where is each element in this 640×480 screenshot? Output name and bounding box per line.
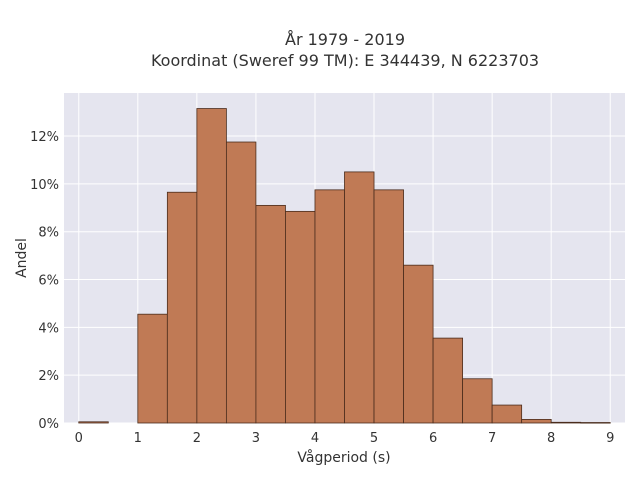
y-tick-label: 10% — [30, 178, 59, 193]
chart-title-line2: Koordinat (Sweref 99 TM): E 344439, N 62… — [151, 51, 539, 70]
y-axis-label: Andel — [14, 238, 30, 278]
histogram-bar — [137, 313, 168, 424]
x-tick-label: 8 — [547, 431, 555, 446]
chart-title-line1: År 1979 - 2019 — [285, 30, 405, 49]
x-tick-label: 1 — [134, 431, 142, 446]
y-tick-label: 4% — [38, 321, 59, 336]
histogram-bar — [462, 378, 493, 424]
x-tick-label: 0 — [75, 431, 83, 446]
x-tick-label: 9 — [606, 431, 614, 446]
histogram-bar — [491, 404, 523, 424]
y-tick-label: 2% — [38, 369, 59, 384]
bars-group — [78, 108, 611, 424]
histogram-bar — [255, 204, 286, 424]
y-tick-label: 12% — [30, 130, 59, 145]
x-tick-label: 2 — [193, 431, 201, 446]
histogram-bar — [78, 421, 109, 424]
histogram-bar — [285, 210, 316, 424]
histogram-bar — [550, 421, 582, 424]
histogram-bar — [314, 189, 345, 424]
y-tick-label: 8% — [38, 226, 59, 241]
x-tick-label: 3 — [252, 431, 260, 446]
histogram-bar — [521, 419, 552, 424]
y-tick-label: 6% — [38, 274, 59, 289]
x-axis-label: Vågperiod (s) — [297, 449, 390, 466]
y-tick-label: 0% — [38, 417, 59, 432]
histogram-bar — [196, 108, 227, 424]
histogram-bar — [580, 422, 611, 424]
histogram-bar — [225, 141, 257, 424]
histogram-bar — [344, 171, 375, 424]
histogram-bar — [432, 337, 464, 424]
x-tick-label: 4 — [311, 431, 319, 446]
histogram-bar — [166, 191, 198, 424]
x-tick-label: 6 — [429, 431, 437, 446]
y-axis-ticks: 0% 2% 4% 6% 8% 10% 12% — [30, 130, 59, 432]
histogram-bar — [373, 189, 404, 424]
histogram-bar — [403, 264, 434, 424]
x-axis-ticks: 0 1 2 3 4 5 6 7 8 9 — [75, 431, 615, 446]
x-tick-label: 7 — [488, 431, 496, 446]
x-tick-label: 5 — [370, 431, 378, 446]
